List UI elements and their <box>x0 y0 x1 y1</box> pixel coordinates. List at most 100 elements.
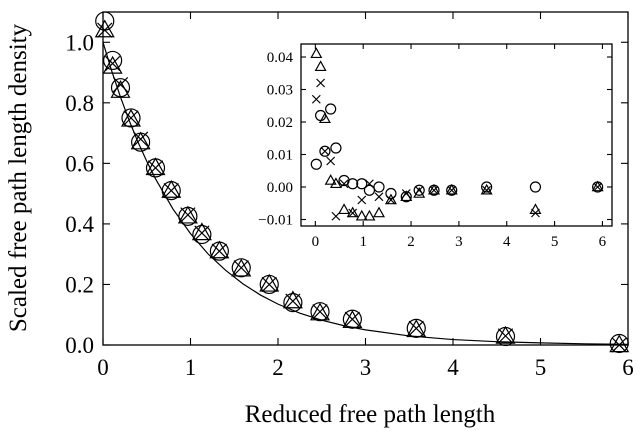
inset-y-tick-label: 0.03 <box>267 83 293 99</box>
inset-plot: 0 1 2 3 4 5 6 −0.01 0.00 0.01 0.02 0.03 0.04 <box>258 43 613 250</box>
inset-point-triangle <box>324 174 337 185</box>
main-point-triangle-shape <box>609 334 630 353</box>
main-point-triangle <box>342 310 363 328</box>
main-point-circle <box>192 224 212 245</box>
main-point-cross <box>285 293 301 309</box>
inset-point-cross-shape <box>429 185 439 195</box>
main-point-cross-shape <box>497 328 514 344</box>
main-point-triangle-shape <box>259 273 280 292</box>
inset-point-circle-shape <box>373 181 385 193</box>
inset-point-triangle <box>329 177 342 189</box>
inset-point-cross <box>331 211 341 221</box>
main-x-tick-label: 3 <box>360 355 372 380</box>
main-point-triangle <box>609 334 630 353</box>
main-point-triangle-shape <box>406 319 427 338</box>
inset-point-cross-shape <box>311 94 321 104</box>
inset-point-cross-shape <box>357 195 367 205</box>
main-point-cross-shape <box>123 110 139 126</box>
inset-point-triangle <box>314 60 327 72</box>
main-y-tick-label: 0.8 <box>65 91 94 116</box>
inset-point-cross-shape <box>482 185 492 195</box>
main-point-circle-shape <box>110 78 131 98</box>
main-y-tick-label: 0.4 <box>65 212 94 237</box>
main-point-triangle-shape <box>282 290 303 309</box>
main-point-triangle-shape <box>495 325 516 344</box>
main-point-cross <box>123 110 139 126</box>
inset-point-circle <box>363 184 376 196</box>
inset-point-circle <box>347 178 359 190</box>
inset-frame <box>300 43 613 227</box>
main-point-cross <box>163 182 179 199</box>
main-point-circle-shape <box>283 293 303 313</box>
main-point-cross <box>344 311 360 327</box>
inset-point-cross-shape <box>316 78 326 88</box>
x-axis-title: Reduced free path length <box>245 401 496 428</box>
inset-point-circle <box>481 181 493 193</box>
main-point-circle <box>283 293 303 313</box>
inset-y-tick-label: 0.02 <box>267 115 293 131</box>
inset-point-circle <box>529 181 542 193</box>
inset-point-cross <box>320 146 330 156</box>
inset-point-cross <box>593 182 603 192</box>
inset-point-circle-shape <box>356 178 368 190</box>
inset-point-triangle-shape <box>363 209 376 221</box>
main-point-cross <box>611 337 627 353</box>
inset-point-triangle-shape <box>318 112 331 124</box>
inset-x-tick-label: 2 <box>407 234 415 250</box>
inset-point-cross <box>414 185 424 195</box>
inset-point-circle <box>413 184 425 196</box>
main-point-triangle-shape <box>102 55 123 74</box>
main-point-triangle-shape <box>120 108 142 127</box>
inset-x-tick-label: 1 <box>359 234 367 250</box>
main-x-tick-label: 5 <box>535 355 547 380</box>
main-x-tick-label: 1 <box>185 355 197 380</box>
main-fit-curve <box>102 42 629 345</box>
inset-point-triangle <box>445 183 458 195</box>
main-plot: 0 1 2 3 4 5 6 0.0 0.2 0.4 0.6 0.8 1.0 <box>65 11 634 380</box>
main-point-cross-shape <box>112 77 129 93</box>
main-point-cross-shape <box>147 160 164 176</box>
main-point-triangle <box>259 273 280 292</box>
main-point-cross-shape <box>163 182 179 199</box>
main-point-cross <box>233 260 249 276</box>
inset-point-triangle <box>372 206 386 218</box>
inset-point-triangle <box>338 203 351 215</box>
main-point-cross <box>105 55 121 72</box>
inset-point-cross <box>348 208 358 218</box>
main-point-triangle <box>495 325 516 344</box>
main-point-cross <box>408 320 424 336</box>
main-point-triangle <box>94 19 115 38</box>
inset-point-circle <box>325 103 337 115</box>
inset-point-circle <box>310 158 322 170</box>
inset-point-cross <box>447 185 457 195</box>
inset-point-cross-shape <box>386 195 396 205</box>
main-point-triangle <box>102 55 123 74</box>
inset-point-triangle-shape <box>324 174 337 185</box>
main-point-cross-shape <box>285 293 301 309</box>
inset-point-circle-shape <box>363 184 376 196</box>
inset-point-cross <box>429 185 439 195</box>
main-point-cross <box>133 131 149 147</box>
inset-point-triangle <box>346 206 359 218</box>
main-point-cross <box>97 22 113 38</box>
inset-point-cross-shape <box>374 192 384 202</box>
inset-point-triangle-shape <box>384 193 397 205</box>
main-point-triangle <box>209 240 230 259</box>
inset-y-tick-label: 0.01 <box>267 148 293 164</box>
main-point-cross-shape <box>194 225 210 241</box>
inset-point-circle-shape <box>325 103 337 115</box>
inset-x-tick-label: 6 <box>599 234 607 250</box>
main-x-tick-label: 0 <box>97 355 109 380</box>
main-point-circle <box>103 50 123 71</box>
inset-y-tick-label: 0.04 <box>267 50 294 66</box>
inset-point-circle-shape <box>347 178 359 190</box>
inset-point-triangle-shape <box>310 47 323 59</box>
inset-point-cross <box>326 156 336 166</box>
main-point-triangle <box>406 319 427 338</box>
inset-point-circle <box>319 145 331 157</box>
inset-point-cross-shape <box>531 208 540 218</box>
main-point-cross-shape <box>233 260 249 276</box>
inset-point-circle <box>385 187 397 200</box>
main-point-cross <box>211 243 227 259</box>
main-point-triangle-shape <box>342 310 363 328</box>
